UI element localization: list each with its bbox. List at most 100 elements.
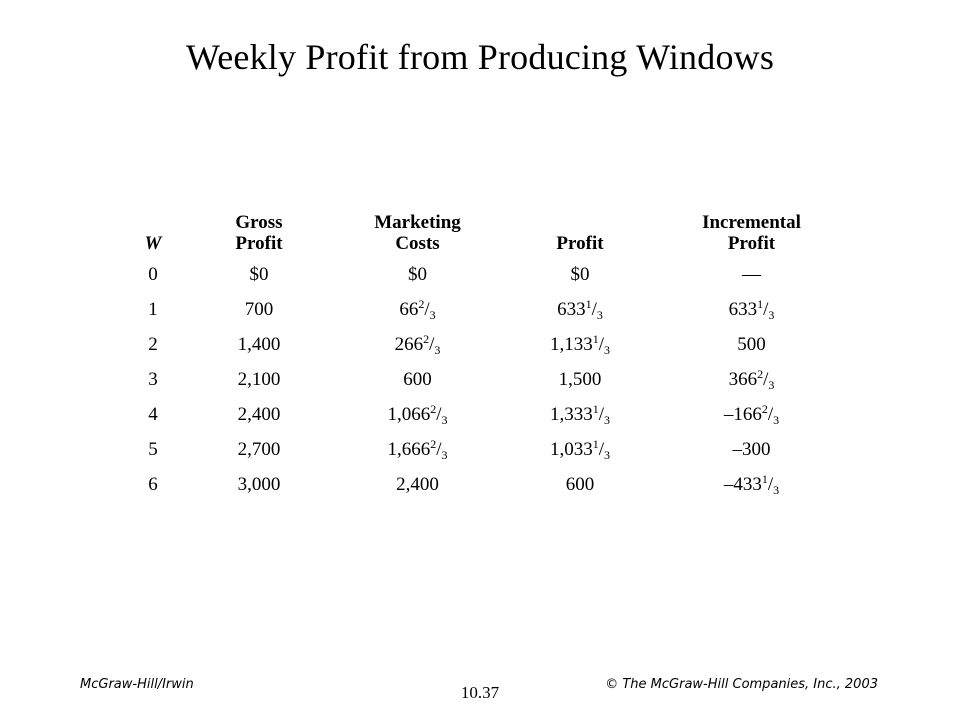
table-cell: 1,500	[558, 369, 602, 390]
fraction-denominator: 3	[773, 483, 780, 497]
table-row: 0 $0 $0 $0 —	[118, 254, 848, 292]
column-header: Marketing Costs	[330, 208, 505, 254]
fraction-slash: /	[591, 299, 597, 320]
cell-whole-part: –433	[723, 474, 762, 495]
fraction-slash: /	[767, 474, 774, 495]
column-header: Incremental Profit	[655, 208, 848, 254]
fraction-numerator: 1	[585, 297, 592, 311]
table-cell: 500	[737, 334, 766, 355]
cell-whole-part: 66	[399, 299, 419, 320]
fraction-slash: /	[598, 404, 605, 425]
fraction-denominator: 3	[773, 413, 780, 427]
fraction-denominator: 3	[604, 413, 611, 427]
cell-whole-part: 366	[728, 369, 758, 390]
table-cell: $0	[570, 264, 590, 285]
column-header-text: W	[144, 233, 162, 254]
fraction-slash: /	[598, 334, 605, 355]
slide-title: Weekly Profit from Producing Windows	[185, 37, 775, 77]
table-cell: 600	[403, 369, 432, 390]
fraction-denominator: 3	[768, 308, 775, 322]
table-cell: $0	[249, 264, 269, 285]
fraction-numerator: 2	[430, 402, 437, 416]
fraction-denominator: 3	[768, 378, 775, 392]
cell-whole-part: 1,033	[549, 439, 593, 460]
table-cell: 2662/3	[330, 327, 505, 362]
cell-whole-part: 1,066	[387, 404, 431, 425]
fraction-numerator: 2	[430, 437, 437, 451]
table-cell: 2,700	[237, 439, 281, 460]
page-number: 10.37	[460, 683, 500, 702]
table-row: 2 1,400 2662/3 1,1331/3 500	[118, 327, 848, 362]
table-cell: 700	[244, 299, 274, 320]
fraction-denominator: 3	[596, 308, 603, 322]
table-cell: 3,000	[237, 474, 281, 495]
table-cell: 3662/3	[655, 362, 848, 397]
header-row: W Gross Profit Marketing Costs Profit Incremen…	[118, 208, 848, 254]
column-header: Gross Profit	[188, 208, 330, 254]
table-cell: 600	[565, 474, 595, 495]
table-body: 0 $0 $0 $0—1 700 662/3 6331/3 6331/3 2 1,400 2662/…	[118, 254, 848, 502]
table-row: 3 2,100 600 1,500 3662/3	[118, 362, 848, 397]
cell-whole-part: 633	[728, 299, 758, 320]
column-header-text: Marketing	[374, 212, 461, 233]
fraction-numerator: 2	[418, 297, 425, 311]
column-header-text: Incremental	[702, 212, 801, 233]
table-cell: 1,6662/3	[330, 432, 505, 467]
table-cell: 6331/3	[655, 292, 848, 327]
table-cell: 1,0662/3	[330, 397, 505, 432]
table-row: 5 2,700 1,6662/3 1,0331/3 –300	[118, 432, 848, 467]
table-cell: 1,1331/3	[505, 327, 655, 362]
table-cell: 1	[148, 299, 158, 320]
profit-table: W Gross Profit Marketing Costs Profit Incremen…	[118, 208, 848, 502]
table-cell: 2,400	[237, 404, 281, 425]
column-header-text: Gross	[235, 212, 283, 233]
fraction-slash: /	[436, 439, 442, 460]
fraction-numerator: 1	[592, 437, 599, 451]
table-header: W Gross Profit Marketing Costs Profit Incremen…	[118, 208, 848, 254]
column-header-text: Costs	[395, 233, 440, 254]
fraction-slash: /	[436, 404, 442, 425]
table-cell: –1662/3	[655, 397, 848, 432]
table-cell: 5	[148, 439, 158, 460]
fraction-numerator: 1	[761, 472, 768, 486]
fraction-numerator: 1	[757, 297, 764, 311]
table-cell: 6	[148, 474, 158, 495]
table-cell: 662/3	[330, 292, 505, 327]
table-cell: 2,100	[237, 369, 281, 390]
table-cell: 4	[148, 404, 158, 425]
fraction-slash: /	[424, 299, 430, 320]
table-row: 6 3,000 2,400 600 –4331/3	[118, 467, 848, 502]
table-row: 4 2,400 1,0662/3 1,3331/3 –1662/3	[118, 397, 848, 432]
table-cell: 2,400	[396, 474, 439, 495]
fraction-numerator: 2	[423, 332, 430, 346]
column-header: W	[118, 208, 188, 254]
fraction-denominator: 3	[604, 343, 611, 357]
fraction-numerator: 2	[761, 402, 768, 416]
fraction-denominator: 3	[429, 308, 436, 322]
table-cell: 0	[148, 264, 158, 285]
fraction-denominator: 3	[441, 413, 448, 427]
table-cell: —	[742, 264, 761, 285]
column-header-text: Profit	[235, 233, 283, 254]
fraction-slash: /	[763, 299, 769, 320]
fraction-slash: /	[429, 334, 435, 355]
table-cell: 1,0331/3	[505, 432, 655, 467]
fraction-slash: /	[767, 404, 774, 425]
fraction-denominator: 3	[604, 448, 611, 462]
fraction-numerator: 1	[592, 402, 599, 416]
cell-whole-part: 633	[557, 299, 586, 320]
cell-whole-part: –166	[723, 404, 762, 425]
cell-whole-part: 1,133	[549, 334, 593, 355]
fraction-numerator: 1	[592, 332, 599, 346]
fraction-denominator: 3	[434, 343, 441, 357]
table-cell: 2	[148, 334, 158, 355]
table-cell: 6331/3	[505, 292, 655, 327]
cell-whole-part: 1,333	[549, 404, 593, 425]
table-cell: 3	[148, 369, 158, 390]
cell-whole-part: 266	[394, 334, 424, 355]
publisher-label: McGraw-Hill/Irwin	[80, 677, 194, 692]
fraction-denominator: 3	[441, 448, 448, 462]
fraction-numerator: 2	[757, 367, 764, 381]
table-row: 1 700 662/3 6331/3 6331/3	[118, 292, 848, 327]
fraction-slash: /	[598, 439, 605, 460]
